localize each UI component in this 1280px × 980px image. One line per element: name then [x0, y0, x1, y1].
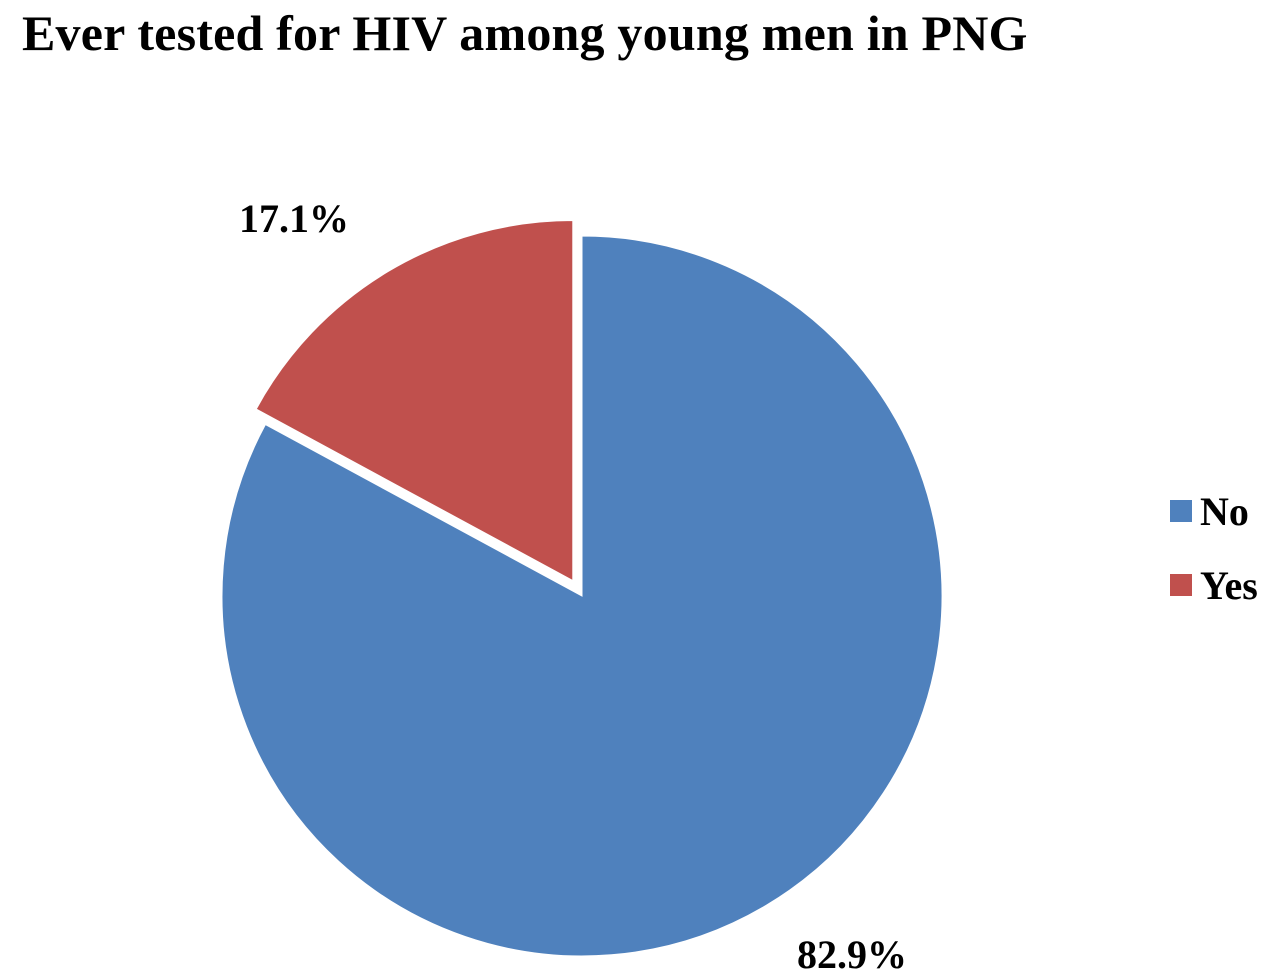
legend-swatch-yes	[1170, 574, 1192, 596]
chart-title: Ever tested for HIV among young men in P…	[22, 5, 1028, 61]
legend-label-yes: Yes	[1200, 562, 1258, 608]
pie-slice-yes	[255, 220, 574, 582]
legend-label-no: No	[1200, 488, 1249, 534]
data-label-yes: 17.1%	[239, 196, 349, 241]
data-label-no: 82.9%	[797, 932, 907, 977]
legend: No Yes	[1170, 488, 1258, 636]
legend-swatch-no	[1170, 500, 1192, 522]
legend-item-yes: Yes	[1170, 562, 1258, 608]
pie-slice-no	[221, 235, 943, 957]
legend-item-no: No	[1170, 488, 1258, 534]
